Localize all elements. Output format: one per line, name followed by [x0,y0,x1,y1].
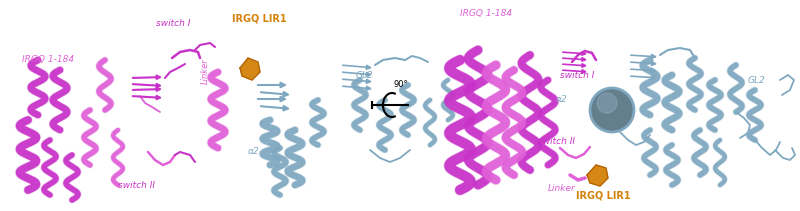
Text: IRGQ LIR1: IRGQ LIR1 [232,14,286,24]
Text: GL2: GL2 [748,76,766,85]
Text: IRGQ LIR1: IRGQ LIR1 [576,191,630,201]
Circle shape [590,88,634,132]
Text: switch II: switch II [538,137,575,146]
Text: Linker: Linker [548,184,576,193]
Text: α2: α2 [556,95,568,104]
Polygon shape [240,58,260,80]
Text: switch I: switch I [156,19,190,28]
Text: switch II: switch II [118,181,155,190]
Text: Linker: Linker [201,59,210,84]
Text: IRGQ 1-184: IRGQ 1-184 [460,9,512,18]
Text: 90°: 90° [394,80,409,89]
Polygon shape [587,165,608,186]
Text: GL2: GL2 [356,72,374,80]
Text: switch I: switch I [560,72,594,80]
Text: α2: α2 [248,147,260,156]
Circle shape [597,93,617,113]
Text: IRGQ 1-184: IRGQ 1-184 [22,55,74,64]
